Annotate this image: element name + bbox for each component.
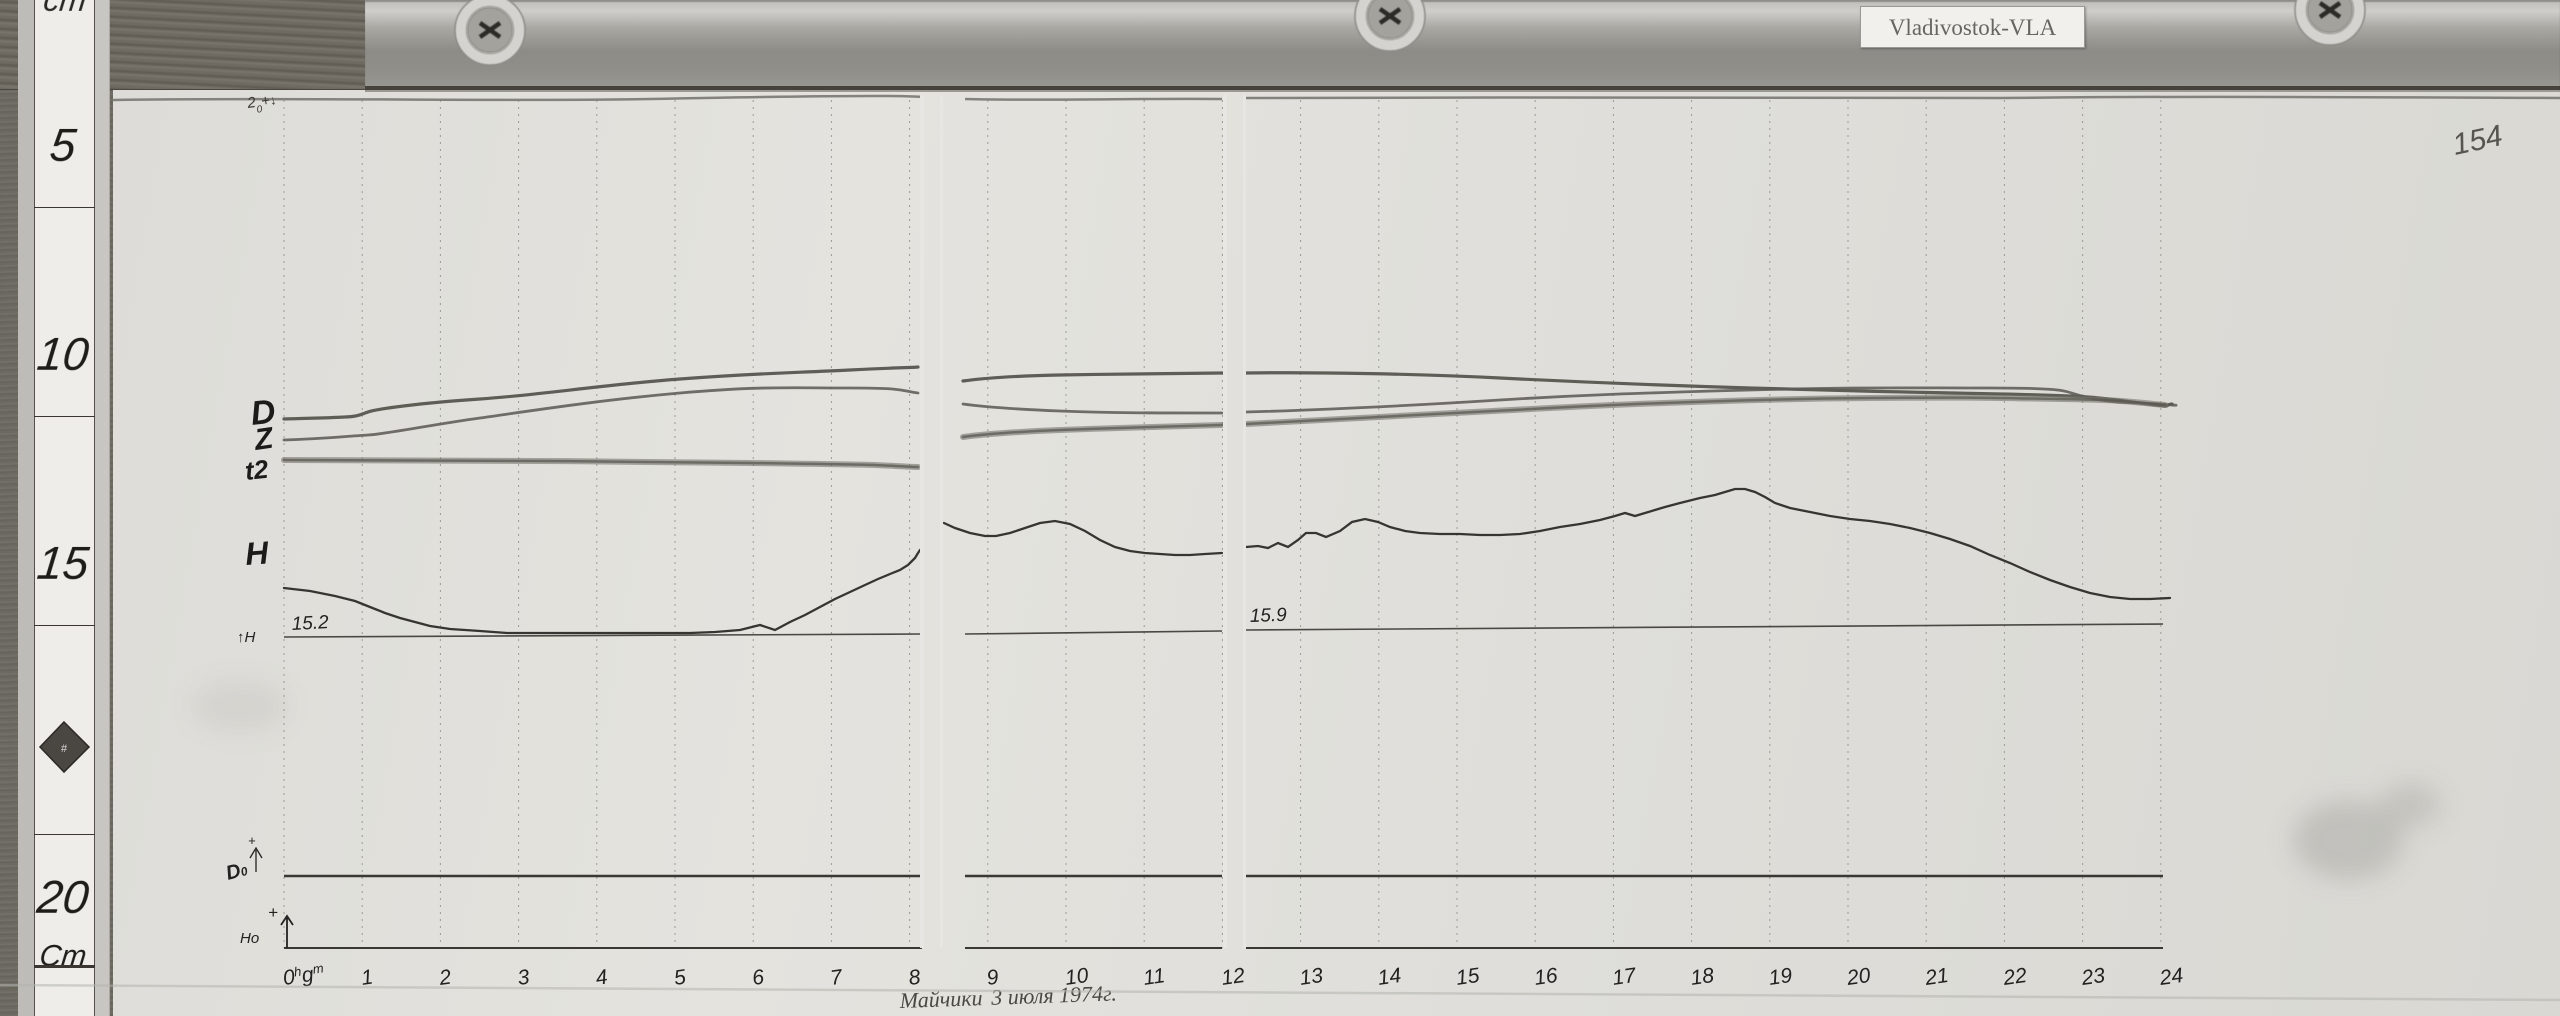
svg-text:7: 7 xyxy=(829,965,845,990)
svg-text:22: 22 xyxy=(2001,964,2029,990)
svg-text:D0: D0 xyxy=(224,858,250,885)
svg-text:+: + xyxy=(248,833,256,848)
svg-text:Майчики 3 июля 1974г.: Майчики 3 июля 1974г. xyxy=(898,980,1117,1013)
svg-text:24: 24 xyxy=(2157,964,2184,990)
svg-text:8: 8 xyxy=(907,966,922,990)
svg-text:14: 14 xyxy=(1376,964,1402,990)
svg-text:13: 13 xyxy=(1298,964,1325,990)
svg-text:21: 21 xyxy=(1923,964,1950,990)
svg-text:t2: t2 xyxy=(243,454,270,486)
svg-text:154: 154 xyxy=(2450,119,2506,162)
svg-text:19: 19 xyxy=(1767,964,1794,990)
svg-text:12: 12 xyxy=(1220,964,1247,990)
svg-text:↑H: ↑H xyxy=(237,629,256,646)
svg-text:15.2: 15.2 xyxy=(291,612,329,635)
svg-text:17: 17 xyxy=(1611,964,1639,990)
svg-text:5: 5 xyxy=(672,966,687,990)
svg-text:20: 20 xyxy=(1845,964,1873,990)
svg-text:Ho: Ho xyxy=(240,930,259,947)
svg-text:16: 16 xyxy=(1533,964,1560,990)
svg-text:18: 18 xyxy=(1689,964,1716,990)
svg-text:15: 15 xyxy=(1454,964,1481,990)
svg-text:20+↓: 20+↓ xyxy=(245,91,278,116)
svg-text:3: 3 xyxy=(516,966,531,990)
svg-text:6: 6 xyxy=(751,966,766,990)
svg-text:H: H xyxy=(244,534,270,572)
svg-text:11: 11 xyxy=(1142,964,1167,990)
svg-text:15.9: 15.9 xyxy=(1249,605,1287,627)
svg-text:4: 4 xyxy=(594,966,609,990)
svg-text:+: + xyxy=(268,903,278,922)
svg-text:23: 23 xyxy=(2079,964,2107,990)
